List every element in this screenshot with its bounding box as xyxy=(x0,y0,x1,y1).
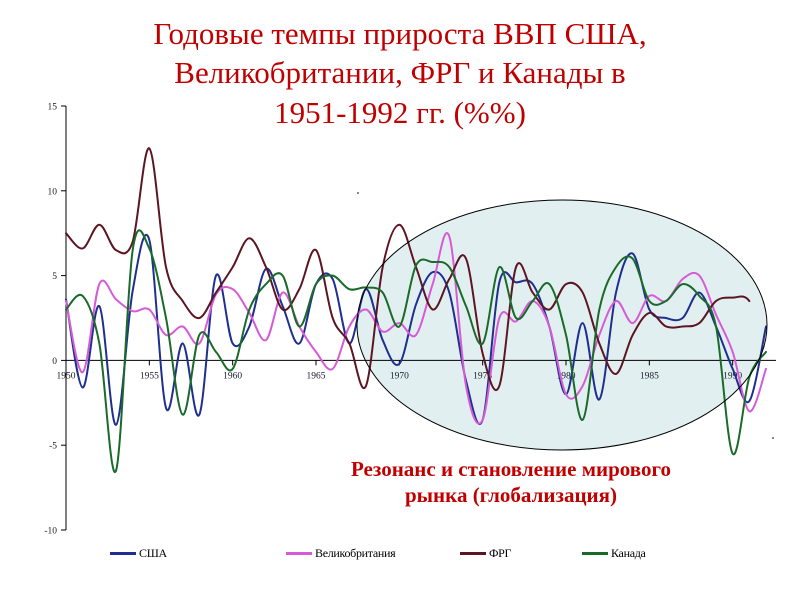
legend-swatch-icon xyxy=(460,551,486,555)
chart-series-line-1 xyxy=(65,233,767,426)
chart-axes xyxy=(61,105,776,531)
legend-swatch-icon xyxy=(286,551,312,555)
globalization-highlight-outline xyxy=(356,199,768,451)
x-axis-tick-label: 1980 xyxy=(557,371,576,381)
legend-label: США xyxy=(139,545,167,560)
y-axis-tick-label: 5 xyxy=(52,272,57,282)
y-axis-tick-label: -5 xyxy=(49,442,57,452)
legend-label: Канада xyxy=(611,545,646,560)
y-axis-tick-label: 0 xyxy=(52,357,57,367)
x-axis-tick-label: 1975 xyxy=(473,371,492,381)
stray-mark xyxy=(357,192,359,194)
legend-item-canada[interactable]: Канада xyxy=(582,546,690,561)
x-axis-tick-label: 1955 xyxy=(140,371,159,381)
chart-series-line-4 xyxy=(65,229,767,474)
legend-item-frg[interactable]: ФРГ xyxy=(460,546,582,561)
title-line-2: Великобритании, ФРГ и Канады в xyxy=(174,55,626,91)
y-axis-ticks xyxy=(61,105,66,531)
legend-label: ФРГ xyxy=(489,545,512,560)
gdp-growth-line-chart: 15 10 5 0 -5 -10 1950 1955 1960 1965 1970 1975 1980… xyxy=(0,90,800,550)
title-line-1: Годовые темпы прироста ВВП США, xyxy=(153,16,647,51)
chart-legend: США Великобритания ФРГ Канада xyxy=(110,540,690,566)
x-axis-tick-label: 1960 xyxy=(223,371,242,381)
legend-item-uk[interactable]: Великобритания xyxy=(286,546,460,561)
x-axis-tick-label: 1965 xyxy=(307,371,326,381)
annotation-line-2: рынка (глобализация) xyxy=(404,483,617,508)
highlight-annotation: Резонанс и становление мирового рынка (г… xyxy=(296,456,726,508)
legend-swatch-icon xyxy=(110,551,136,555)
stray-mark xyxy=(772,437,774,439)
legend-label: Великобритания xyxy=(315,545,396,560)
y-axis-tick-label: 10 xyxy=(48,187,58,197)
annotation-line-1: Резонанс и становление мирового xyxy=(351,457,671,481)
chart-svg: 15 10 5 0 -5 -10 1950 1955 1960 1965 1970 1975 1980… xyxy=(44,103,776,537)
globalization-highlight-ellipse xyxy=(357,200,767,450)
chart-series-line-3 xyxy=(65,147,751,391)
y-axis-tick-label: 15 xyxy=(48,103,58,113)
chart-series-group xyxy=(65,147,767,474)
x-axis-tick-labels: 1950 1955 1960 1965 1970 1975 1980 1985 1990 xyxy=(57,371,743,381)
x-axis-tick-label: 1950 xyxy=(57,371,76,381)
y-axis-tick-label: -10 xyxy=(44,527,57,537)
legend-swatch-icon xyxy=(582,551,608,555)
legend-item-usa[interactable]: США xyxy=(110,546,286,561)
x-axis-tick-label: 1990 xyxy=(723,371,742,381)
y-axis-tick-labels: 15 10 5 0 -5 -10 xyxy=(44,103,57,537)
x-axis-tick-label: 1985 xyxy=(640,371,659,381)
x-axis-tick-label: 1970 xyxy=(390,371,409,381)
